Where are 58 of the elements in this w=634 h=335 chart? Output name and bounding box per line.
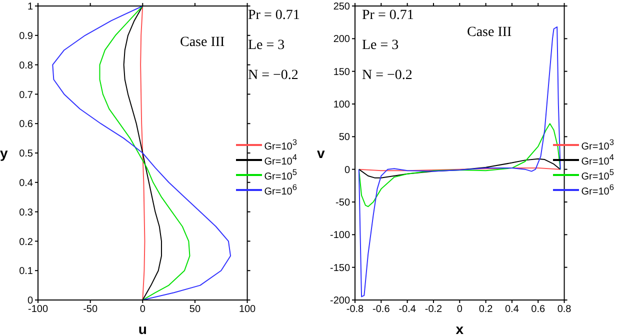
y-tick-label: -100	[330, 230, 350, 242]
y-tick-label: 250	[333, 2, 350, 13]
y-tick-label: 0.7	[19, 90, 34, 101]
x-tick-label: 0	[140, 304, 146, 316]
y-axis-title: v	[317, 144, 325, 161]
y-tick-label: -150	[330, 262, 350, 274]
annotation: Case III	[467, 25, 512, 41]
annotation: N = −0.2	[362, 68, 412, 84]
text: N = −0.2	[248, 68, 298, 84]
legend-label: Gr=10$^{6}$	[581, 182, 614, 198]
legend-label: Gr=10$^{5}$	[264, 167, 297, 183]
legend-label: Gr=10$^{6}$	[264, 182, 297, 198]
x-tick-label: -0.2	[424, 304, 443, 316]
y-tick-label: 1	[27, 2, 34, 13]
line-series	[358, 123, 561, 208]
x-tick-label: 0.8	[557, 304, 572, 316]
y-tick-label: 0.4	[19, 178, 34, 189]
text: Pr = 0.71	[248, 8, 300, 24]
y-tick-label: 0.3	[19, 207, 34, 218]
x-tick-label: 0.6	[531, 304, 546, 316]
y-tick-label: 150	[333, 66, 350, 78]
y-tick-label: 50	[338, 132, 350, 144]
y-tick-label: 0	[27, 296, 34, 307]
y-tick-label: 200	[333, 34, 350, 46]
legend-label: Gr=10$^{3}$	[264, 137, 297, 153]
y-tick-label: 0.8	[19, 60, 34, 72]
y-tick-label: 0.2	[19, 236, 34, 248]
y-tick-label: 0.9	[19, 30, 34, 42]
line-series	[358, 26, 561, 298]
x-axis-title: u	[138, 321, 147, 335]
legend-label: Gr=10$^{3}$	[581, 137, 614, 153]
y-axis-title: y	[0, 144, 8, 161]
annotation: Le = 3	[362, 38, 399, 54]
x-tick-label: 50	[189, 304, 201, 316]
legend-label: Gr=10$^{5}$	[581, 167, 614, 183]
x-axis-title: x	[456, 321, 464, 335]
y-tick-label: 0.5	[19, 148, 34, 160]
x-tick-label: 100	[238, 304, 256, 316]
line-series	[140, 6, 146, 300]
x-tick-label: 0.2	[478, 304, 494, 316]
x-tick-label: -0.6	[372, 304, 390, 316]
x-tick-label: -0.8	[346, 304, 364, 316]
y-tick-label: -50	[336, 198, 350, 209]
y-tick-label: -200	[330, 296, 350, 307]
legend-label: Gr=10$^{4}$	[581, 152, 614, 168]
x-tick-label: -0.4	[398, 304, 416, 316]
y-tick-label: 0	[344, 164, 350, 176]
x-tick-label: 0	[456, 304, 463, 316]
y-tick-label: 0.1	[19, 266, 34, 278]
legend-label: Gr=10$^{4}$	[264, 152, 297, 168]
text: Le = 3	[248, 38, 285, 54]
x-tick-label: -50	[83, 304, 98, 316]
x-tick-label: 0.4	[505, 304, 520, 316]
y-tick-label: 100	[333, 100, 350, 111]
annotation: Case III	[180, 35, 225, 51]
y-tick-label: 0.6	[19, 119, 34, 130]
annotation: Pr = 0.71	[362, 8, 414, 24]
line-series	[52, 6, 232, 300]
